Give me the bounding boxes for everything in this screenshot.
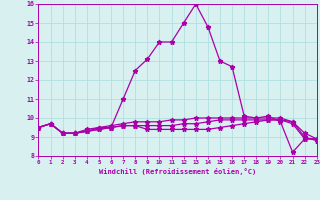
X-axis label: Windchill (Refroidissement éolien,°C): Windchill (Refroidissement éolien,°C) bbox=[99, 168, 256, 175]
